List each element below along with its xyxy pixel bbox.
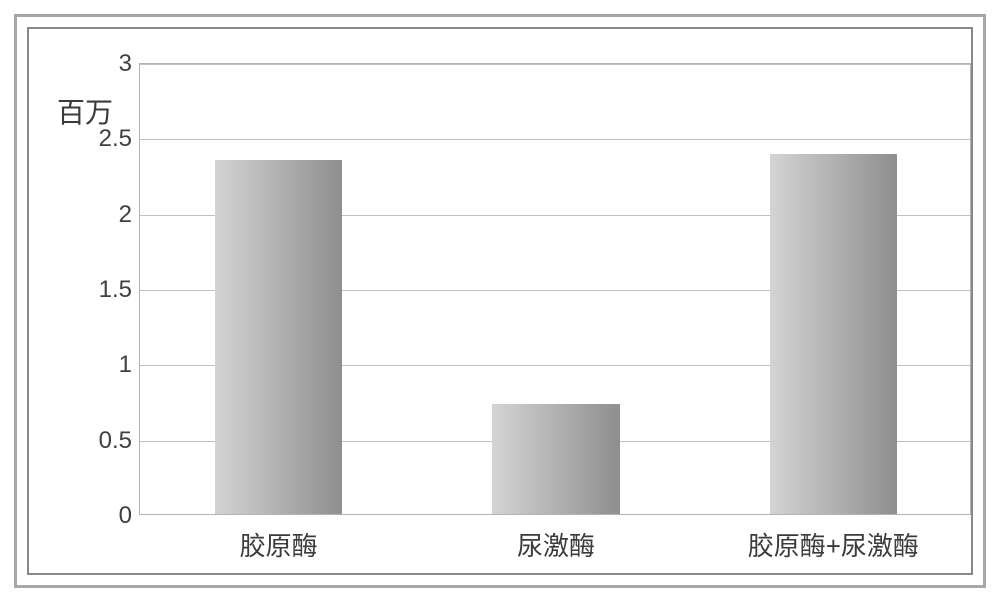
plot-area: 00.511.522.53胶原酶尿激酶胶原酶+尿激酶 bbox=[139, 63, 971, 515]
x-category-label: 胶原酶+尿激酶 bbox=[748, 514, 919, 563]
x-category-label: 尿激酶 bbox=[517, 514, 595, 563]
y-tick-label: 2 bbox=[119, 201, 140, 229]
y-tick-label: 0 bbox=[119, 502, 140, 530]
bar bbox=[770, 154, 898, 514]
y-tick-label: 0.5 bbox=[99, 427, 140, 455]
bar bbox=[215, 160, 343, 514]
y-tick-label: 1.5 bbox=[99, 276, 140, 304]
y-axis-label: 百万 bbox=[57, 91, 113, 131]
chart-container: 00.511.522.53胶原酶尿激酶胶原酶+尿激酶百万 bbox=[29, 29, 971, 573]
chart-outer-frame: 00.511.522.53胶原酶尿激酶胶原酶+尿激酶百万 bbox=[14, 14, 986, 588]
gridline bbox=[140, 139, 970, 140]
x-category-label: 胶原酶 bbox=[240, 514, 318, 563]
chart-inner-frame: 00.511.522.53胶原酶尿激酶胶原酶+尿激酶百万 bbox=[27, 27, 973, 575]
y-tick-label: 1 bbox=[119, 351, 140, 379]
gridline bbox=[140, 64, 970, 65]
bar bbox=[492, 404, 620, 514]
y-tick-label: 3 bbox=[119, 50, 140, 78]
